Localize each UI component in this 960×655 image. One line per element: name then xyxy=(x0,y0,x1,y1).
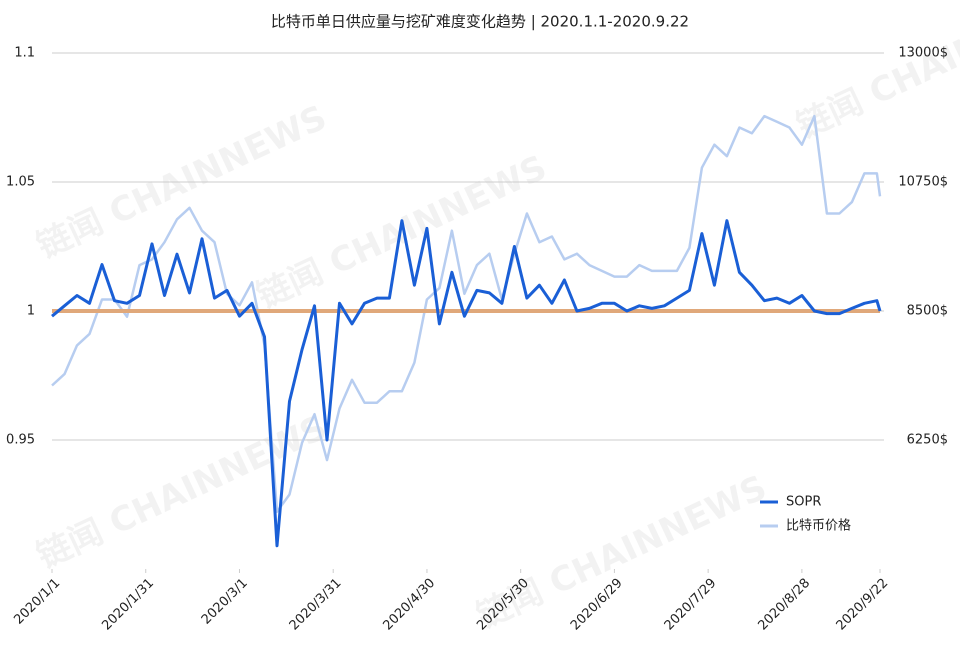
x-tick-label: 2020/3/1 xyxy=(199,576,251,628)
watermark: 链闻 CHAINNEWS xyxy=(251,148,553,317)
x-tick-label: 2020/8/28 xyxy=(755,576,813,634)
y2-tick-label: 8500$ xyxy=(907,304,948,319)
chart-title: 比特币单日供应量与挖矿难度变化趋势 | 2020.1.1-2020.9.22 xyxy=(271,13,689,31)
y-tick-label: 1.1 xyxy=(14,46,35,61)
y-tick-label: 1 xyxy=(27,304,35,319)
legend-label: 比特币价格 xyxy=(786,518,851,534)
x-tick-label: 2020/4/30 xyxy=(380,576,438,634)
series-line xyxy=(51,219,882,548)
y2-tick-label: 13000$ xyxy=(898,46,948,61)
y2-tick-label: 6250$ xyxy=(907,433,948,448)
x-tick-label: 2020/7/29 xyxy=(662,576,720,634)
series-line xyxy=(51,114,882,513)
watermark: 链闻 CHAINNEWS xyxy=(471,468,773,637)
y-tick-label: 0.95 xyxy=(6,433,35,448)
x-tick-label: 2020/3/31 xyxy=(287,576,345,634)
legend-label: SOPR xyxy=(786,495,821,510)
x-tick-label: 2020/1/31 xyxy=(99,576,157,634)
x-tick-label: 2020/1/1 xyxy=(11,576,63,628)
y2-tick-label: 10750$ xyxy=(898,175,948,190)
y-tick-label: 1.05 xyxy=(6,175,35,190)
x-tick-label: 2020/9/22 xyxy=(834,576,892,634)
